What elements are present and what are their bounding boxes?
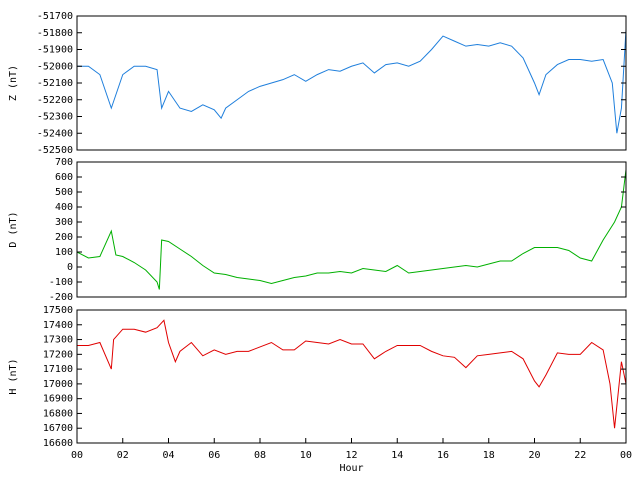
data-line bbox=[77, 29, 627, 134]
data-line bbox=[76, 169, 627, 290]
x-tick-label: 08 bbox=[254, 450, 266, 461]
y-tick-label: -51800 bbox=[37, 28, 73, 39]
x-tick-label: 22 bbox=[574, 450, 586, 461]
y-axis-label: Z (nT) bbox=[8, 65, 19, 101]
y-tick-label: 400 bbox=[55, 202, 73, 213]
data-line bbox=[77, 319, 627, 429]
y-tick-label: 200 bbox=[55, 232, 73, 243]
y-tick-label: -51900 bbox=[37, 45, 73, 56]
y-tick-label: -52000 bbox=[37, 61, 73, 72]
y-tick-label: -52300 bbox=[37, 112, 73, 123]
y-tick-label: -200 bbox=[49, 292, 73, 303]
y-tick-label: 17000 bbox=[43, 379, 73, 390]
y-tick-label: -51700 bbox=[37, 11, 73, 22]
panel-frame bbox=[76, 161, 627, 298]
y-axis-label: D (nT) bbox=[8, 211, 19, 247]
y-tick-label: 700 bbox=[55, 157, 73, 168]
y-tick-label: 300 bbox=[55, 217, 73, 228]
y-tick-label: -52200 bbox=[37, 95, 73, 106]
x-tick-label: 00 bbox=[620, 450, 632, 461]
y-tick-label: 16700 bbox=[43, 423, 73, 434]
x-tick-label: 18 bbox=[483, 450, 495, 461]
y-tick-label: -52100 bbox=[37, 78, 73, 89]
x-tick-label: 14 bbox=[391, 450, 403, 461]
y-tick-label: 17400 bbox=[43, 320, 73, 331]
y-tick-label: 0 bbox=[67, 262, 73, 273]
y-tick-label: 17200 bbox=[43, 349, 73, 360]
y-tick-label: 17100 bbox=[43, 364, 73, 375]
panel-frame bbox=[76, 15, 627, 151]
x-tick-label: 12 bbox=[345, 450, 357, 461]
x-tick-label: 10 bbox=[300, 450, 312, 461]
x-tick-label: 16 bbox=[437, 450, 449, 461]
y-tick-label: 17500 bbox=[43, 305, 73, 316]
y-tick-label: -52400 bbox=[37, 128, 73, 139]
y-tick-label: 600 bbox=[55, 172, 73, 183]
x-tick-label: 02 bbox=[117, 450, 129, 461]
x-axis-label: Hour bbox=[339, 463, 363, 474]
panel-frame bbox=[76, 309, 627, 444]
y-tick-label: 100 bbox=[55, 247, 73, 258]
y-tick-label: 500 bbox=[55, 187, 73, 198]
y-tick-label: -52500 bbox=[37, 145, 73, 156]
y-tick-label: 17300 bbox=[43, 335, 73, 346]
y-tick-label: -100 bbox=[49, 277, 73, 288]
x-tick-label: 06 bbox=[208, 450, 220, 461]
y-axis-label: H (nT) bbox=[8, 358, 19, 394]
x-tick-label: 00 bbox=[71, 450, 83, 461]
y-tick-label: 16900 bbox=[43, 394, 73, 405]
x-tick-label: 04 bbox=[162, 450, 174, 461]
y-tick-label: 16800 bbox=[43, 408, 73, 419]
y-tick-label: 16600 bbox=[43, 438, 73, 449]
x-tick-label: 20 bbox=[528, 450, 540, 461]
